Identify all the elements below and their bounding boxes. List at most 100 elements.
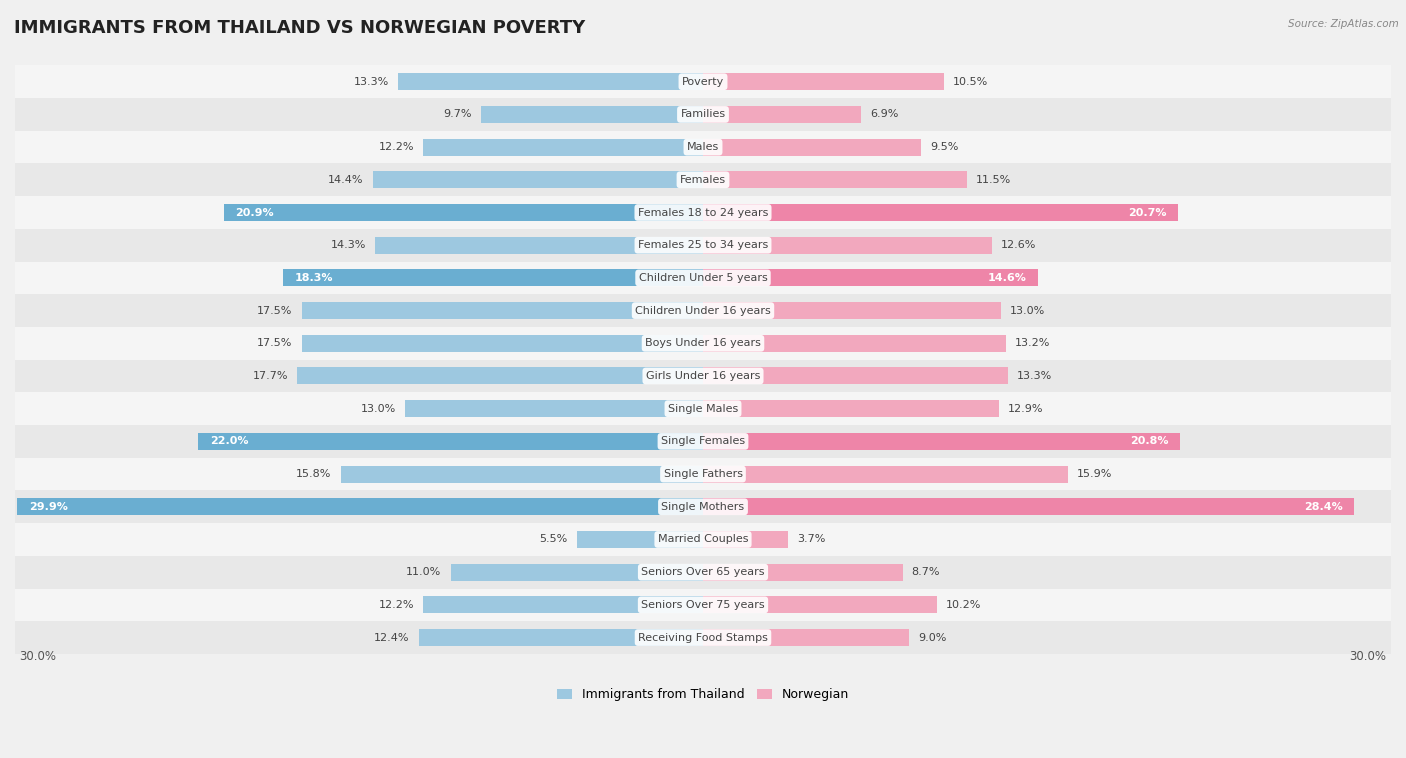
Bar [703,171,967,188]
Bar [703,302,1001,319]
Text: Boys Under 16 years: Boys Under 16 years [645,338,761,349]
Bar [198,433,703,450]
Bar [398,74,703,90]
Bar [284,269,703,287]
Text: 20.8%: 20.8% [1130,437,1168,446]
Bar [423,597,703,613]
Bar [15,327,1391,359]
Text: Single Mothers: Single Mothers [661,502,745,512]
Text: Seniors Over 65 years: Seniors Over 65 years [641,567,765,577]
Text: 6.9%: 6.9% [870,109,898,120]
Text: 13.0%: 13.0% [1011,305,1046,315]
Text: 14.6%: 14.6% [987,273,1026,283]
Bar [703,269,1038,287]
Text: 30.0%: 30.0% [1350,650,1386,663]
Text: 20.7%: 20.7% [1128,208,1166,218]
Bar [703,106,862,123]
Text: 13.3%: 13.3% [353,77,389,86]
Text: Females 18 to 24 years: Females 18 to 24 years [638,208,768,218]
Text: 13.3%: 13.3% [1017,371,1053,381]
Text: 17.5%: 17.5% [257,338,292,349]
Text: 11.0%: 11.0% [406,567,441,577]
Bar [15,294,1391,327]
Text: 5.5%: 5.5% [540,534,568,544]
Bar [15,622,1391,654]
Text: 10.2%: 10.2% [946,600,981,610]
Bar [703,531,787,548]
Bar [451,564,703,581]
Bar [297,368,703,384]
Bar [15,523,1391,556]
Text: Females 25 to 34 years: Females 25 to 34 years [638,240,768,250]
Text: 9.7%: 9.7% [443,109,471,120]
Bar [15,98,1391,131]
Bar [224,204,703,221]
Bar [15,229,1391,262]
Bar [302,302,703,319]
Legend: Immigrants from Thailand, Norwegian: Immigrants from Thailand, Norwegian [551,684,855,706]
Bar [703,74,943,90]
Bar [15,458,1391,490]
Bar [15,262,1391,294]
Text: IMMIGRANTS FROM THAILAND VS NORWEGIAN POVERTY: IMMIGRANTS FROM THAILAND VS NORWEGIAN PO… [14,19,585,37]
Text: 15.9%: 15.9% [1077,469,1112,479]
Bar [703,564,903,581]
Bar [703,368,1008,384]
Bar [703,597,936,613]
Bar [15,393,1391,425]
Bar [302,335,703,352]
Text: 11.5%: 11.5% [976,175,1011,185]
Text: Girls Under 16 years: Girls Under 16 years [645,371,761,381]
Bar [17,498,703,515]
Bar [15,588,1391,622]
Text: Source: ZipAtlas.com: Source: ZipAtlas.com [1288,19,1399,29]
Text: Children Under 16 years: Children Under 16 years [636,305,770,315]
Bar [576,531,703,548]
Text: Single Males: Single Males [668,404,738,414]
Bar [15,196,1391,229]
Text: 22.0%: 22.0% [209,437,249,446]
Bar [703,400,998,417]
Text: Males: Males [688,142,718,152]
Text: Poverty: Poverty [682,77,724,86]
Bar [481,106,703,123]
Text: 30.0%: 30.0% [20,650,56,663]
Bar [15,164,1391,196]
Bar [703,629,910,646]
Text: 9.0%: 9.0% [918,633,948,643]
Text: Children Under 5 years: Children Under 5 years [638,273,768,283]
Text: 13.0%: 13.0% [360,404,395,414]
Text: Single Females: Single Females [661,437,745,446]
Text: 12.2%: 12.2% [378,600,413,610]
Bar [419,629,703,646]
Text: 17.7%: 17.7% [253,371,288,381]
Text: 10.5%: 10.5% [953,77,988,86]
Text: Single Fathers: Single Fathers [664,469,742,479]
Text: 20.9%: 20.9% [235,208,274,218]
Text: Seniors Over 75 years: Seniors Over 75 years [641,600,765,610]
Text: 12.9%: 12.9% [1008,404,1043,414]
Bar [375,236,703,254]
Bar [703,433,1180,450]
Text: Married Couples: Married Couples [658,534,748,544]
Text: 12.6%: 12.6% [1001,240,1036,250]
Bar [15,131,1391,164]
Bar [340,465,703,483]
Bar [703,498,1354,515]
Text: 14.3%: 14.3% [330,240,366,250]
Bar [703,335,1005,352]
Text: 14.4%: 14.4% [328,175,364,185]
Text: 29.9%: 29.9% [28,502,67,512]
Bar [15,425,1391,458]
Text: 9.5%: 9.5% [929,142,959,152]
Text: 13.2%: 13.2% [1015,338,1050,349]
Text: 15.8%: 15.8% [297,469,332,479]
Bar [373,171,703,188]
Text: 18.3%: 18.3% [295,273,333,283]
Bar [15,556,1391,588]
Bar [15,359,1391,393]
Text: 8.7%: 8.7% [911,567,941,577]
Bar [423,139,703,155]
Bar [703,139,921,155]
Text: 12.4%: 12.4% [374,633,409,643]
